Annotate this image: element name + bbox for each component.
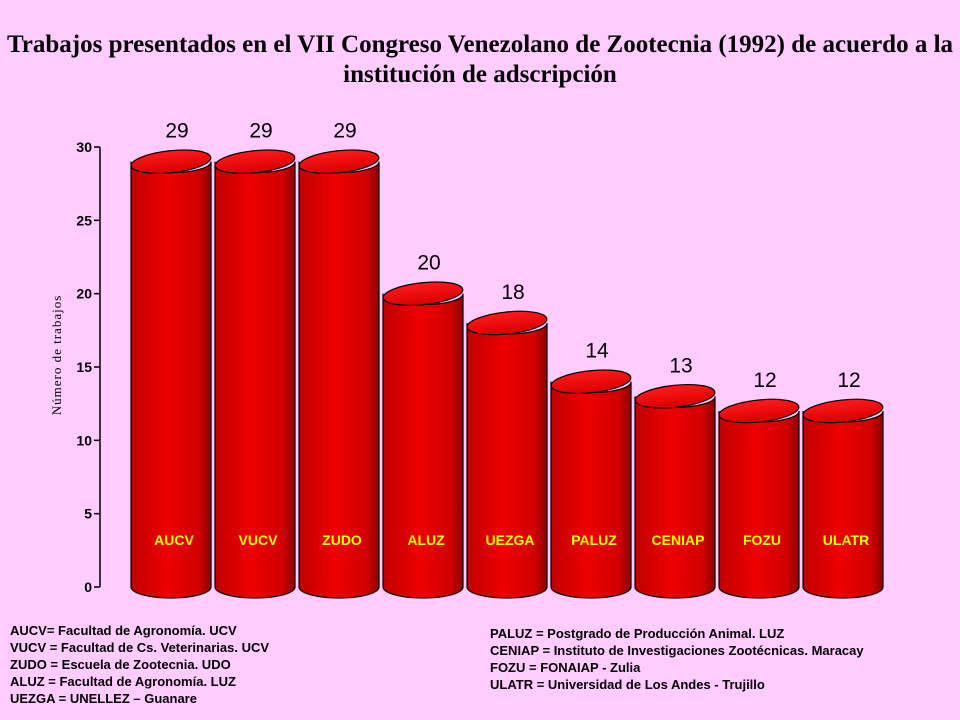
value-label: 12 <box>837 369 860 392</box>
bar-top <box>466 310 548 336</box>
y-tick-label: 15 <box>76 359 92 375</box>
category-label: CENIAP <box>652 532 705 548</box>
legend-entry: PALUZ = Postgrado de Producción Animal. … <box>490 626 785 641</box>
y-tick-label: 30 <box>76 139 92 155</box>
legend-entry: FOZU = FONAIAP - Zulia <box>490 660 641 675</box>
category-label: AUCV <box>154 532 194 548</box>
bar-uezga <box>466 310 548 599</box>
value-label: 12 <box>753 369 776 392</box>
legend-left: AUCV= Facultad de Agronomía. UCV VUCV = F… <box>10 622 269 707</box>
legend-entry: ALUZ = Facultad de Agronomía. LUZ <box>10 674 236 689</box>
bar-zudo <box>298 149 380 599</box>
bar-top <box>718 398 800 424</box>
y-tick-label: 20 <box>76 286 92 302</box>
category-label: PALUZ <box>571 532 617 548</box>
bar-top <box>214 149 296 174</box>
y-tick-label: 10 <box>76 432 92 448</box>
category-label: UEZGA <box>486 532 535 548</box>
value-label: 29 <box>333 120 356 143</box>
value-label: 14 <box>585 340 609 363</box>
bar-body <box>466 322 548 599</box>
y-tick-label: 5 <box>84 506 92 522</box>
bar-body <box>634 396 716 599</box>
bar-fozu <box>718 398 800 599</box>
legend-entry: AUCV= Facultad de Agronomía. UCV <box>10 623 237 638</box>
legend-right: PALUZ = Postgrado de Producción Animal. … <box>490 625 864 693</box>
legend-entry: ULATR = Universidad de Los Andes - Truji… <box>490 677 765 692</box>
value-label: 13 <box>669 354 692 377</box>
value-label: 29 <box>165 120 188 143</box>
category-label: VUCV <box>239 532 279 548</box>
category-label: ULATR <box>823 532 869 548</box>
bar-top <box>634 384 716 409</box>
bar-ulatr <box>802 398 884 599</box>
bar-top <box>298 149 380 174</box>
legend-entry: CENIAP = Instituto de Investigaciones Zo… <box>490 643 864 658</box>
bar-body <box>802 410 884 599</box>
bar-aucv <box>130 149 212 599</box>
value-label: 18 <box>501 281 524 304</box>
bar-paluz <box>550 369 632 599</box>
legend-entry: UEZGA = UNELLEZ – Guanare <box>10 691 197 706</box>
bar-top <box>382 281 464 306</box>
bar-top <box>130 149 212 174</box>
bar-body <box>382 293 464 599</box>
bar-aluz <box>382 281 464 599</box>
category-label: ALUZ <box>407 532 445 548</box>
y-tick-label: 0 <box>84 579 92 595</box>
chart-title: Trabajos presentados en el VII Congreso … <box>6 31 954 88</box>
category-label: FOZU <box>743 532 781 548</box>
bar-body <box>550 381 632 599</box>
bar-vucv <box>214 149 296 599</box>
y-axis-label: Número de trabajos <box>49 295 64 416</box>
legend-entry: VUCV = Facultad de Cs. Veterinarias. UCV <box>10 640 270 655</box>
value-label: 29 <box>249 120 272 143</box>
category-label: ZUDO <box>322 532 362 548</box>
bar-body <box>718 410 800 599</box>
y-tick-label: 25 <box>76 212 92 228</box>
bar-top <box>550 369 632 394</box>
value-label: 20 <box>417 252 440 275</box>
bar-top <box>802 398 884 424</box>
bar-chart: 0 5 10 15 20 25 30 Número de trabajos 29 AUCV 29 V… <box>49 120 884 599</box>
bar-ceniap <box>634 384 716 599</box>
legend-entry: ZUDO = Escuela de Zootecnia. UDO <box>10 657 231 672</box>
